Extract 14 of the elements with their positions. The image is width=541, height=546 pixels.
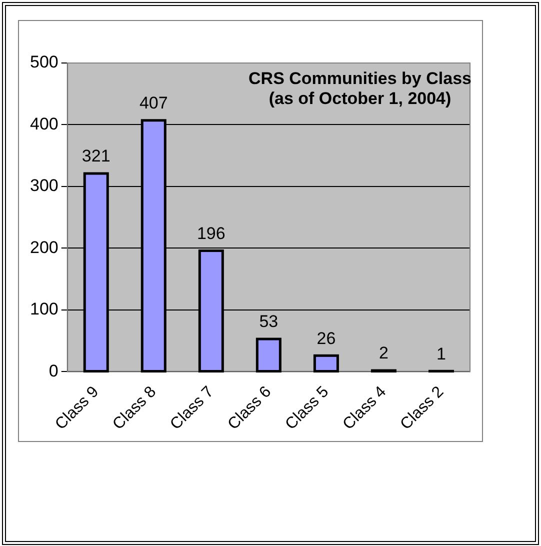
data-label: 26	[316, 328, 336, 348]
text: CRS Communities by Class (as of October 1, 2004)	[248, 69, 472, 108]
data-label: 2	[378, 344, 388, 363]
data-label: 53	[259, 312, 278, 332]
y-tick-label: 100	[30, 300, 58, 319]
data-label: 196	[196, 224, 226, 243]
y-tick-label: 300	[30, 176, 58, 196]
y-tick-label: 400	[30, 114, 58, 134]
data-label: 407	[139, 94, 168, 113]
y-tick-label: 0	[48, 361, 58, 380]
data-label: 321	[82, 146, 110, 166]
y-tick-label: 500	[30, 52, 58, 72]
y-tick-label: 200	[30, 238, 58, 257]
data-label: 1	[436, 344, 446, 364]
